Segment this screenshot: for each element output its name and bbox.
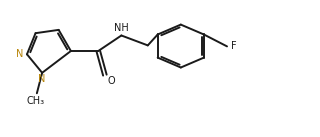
Text: F: F [231,41,237,51]
Text: CH₃: CH₃ [26,95,44,105]
Text: N: N [38,74,46,84]
Text: N: N [16,49,23,59]
Text: NH: NH [114,23,129,33]
Text: O: O [107,76,115,86]
